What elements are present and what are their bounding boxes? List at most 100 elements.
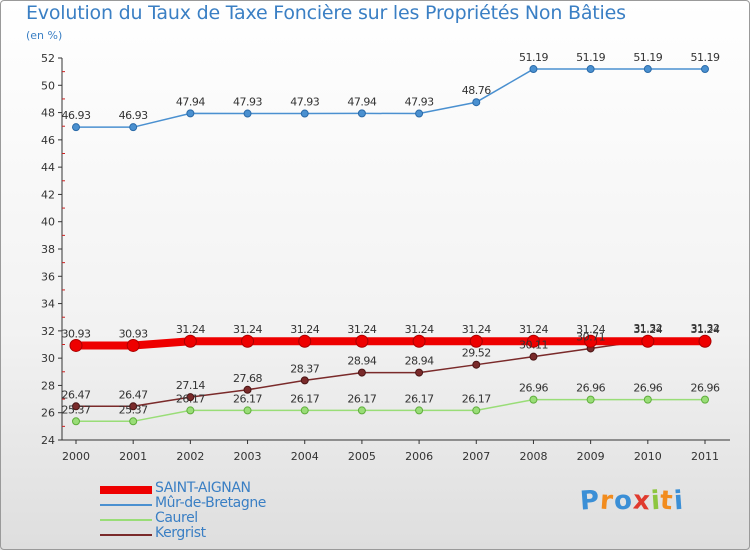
data-point xyxy=(357,109,366,118)
data-label: 31.24 xyxy=(462,323,491,336)
data-point xyxy=(472,360,481,369)
data-point xyxy=(72,402,80,411)
data-point xyxy=(415,406,424,415)
data-point xyxy=(529,395,538,404)
data-point xyxy=(526,334,540,348)
data-point xyxy=(586,395,595,404)
data-label: 30.93 xyxy=(119,327,148,340)
data-label: 51.19 xyxy=(633,51,662,64)
data-label: 28.94 xyxy=(405,355,434,368)
data-point xyxy=(300,109,309,118)
data-label: 26.96 xyxy=(576,382,605,395)
legend-label: SAINT-AIGNAN xyxy=(155,480,251,496)
x-tick-label: 2009 xyxy=(577,450,605,463)
data-label: 31.24 xyxy=(290,323,319,336)
y-tick-label: 30 xyxy=(41,352,55,365)
data-label: 31.24 xyxy=(233,323,262,336)
data-label: 46.93 xyxy=(119,109,148,122)
data-point xyxy=(72,417,80,426)
chart-title: Evolution du Taux de Taxe Foncière sur l… xyxy=(26,2,626,24)
data-label: 26.17 xyxy=(290,392,319,405)
legend-label: Mûr-de-Bretagne xyxy=(155,495,267,511)
data-point xyxy=(355,334,369,348)
x-tick-label: 2005 xyxy=(348,450,376,463)
x-tick-label: 2001 xyxy=(119,450,147,463)
data-label: 47.93 xyxy=(290,96,319,109)
data-label: 51.19 xyxy=(576,51,605,64)
data-point xyxy=(472,406,481,415)
data-point xyxy=(412,334,426,348)
x-tick-label: 2008 xyxy=(519,450,547,463)
data-label: 30.71 xyxy=(576,330,605,343)
data-label: 26.17 xyxy=(462,392,491,405)
data-point xyxy=(72,123,80,132)
data-label: 31.24 xyxy=(347,323,376,336)
y-tick-label: 46 xyxy=(41,134,55,147)
data-label: 28.94 xyxy=(347,355,376,368)
data-label: 26.17 xyxy=(176,392,205,405)
data-label: 27.68 xyxy=(233,372,262,385)
legend-swatch xyxy=(100,534,152,536)
y-tick-label: 38 xyxy=(41,243,55,256)
data-point xyxy=(529,352,538,361)
logo-letter: o xyxy=(612,485,634,517)
x-tick-label: 2010 xyxy=(634,450,662,463)
series-line-1 xyxy=(75,68,706,128)
logo-letter: P xyxy=(578,485,602,517)
x-tick-label: 2004 xyxy=(291,450,319,463)
data-point xyxy=(243,406,252,415)
data-label: 31.24 xyxy=(405,323,434,336)
legend-swatch xyxy=(100,519,152,521)
data-point xyxy=(300,406,309,415)
data-label: 30.11 xyxy=(519,339,548,352)
y-tick-label: 36 xyxy=(41,270,55,283)
legend-label: Kergrist xyxy=(155,525,206,541)
data-label: 31.32 xyxy=(691,322,720,335)
y-tick-label: 40 xyxy=(41,216,55,229)
data-point xyxy=(701,395,709,404)
data-point xyxy=(183,334,197,348)
data-point xyxy=(415,368,424,377)
data-label: 26.47 xyxy=(119,388,148,401)
x-tick-label: 2003 xyxy=(234,450,262,463)
data-point xyxy=(641,334,655,348)
data-label: 47.94 xyxy=(176,95,205,108)
data-point xyxy=(186,393,195,402)
data-point xyxy=(357,368,366,377)
x-tick-label: 2000 xyxy=(62,450,90,463)
data-point xyxy=(469,334,483,348)
data-point xyxy=(701,65,709,74)
x-tick-label: 2011 xyxy=(691,450,719,463)
data-label: 51.19 xyxy=(519,51,548,64)
logo-letter: x xyxy=(631,485,652,517)
data-point xyxy=(584,334,598,348)
data-point xyxy=(243,109,252,118)
legend-label: Caurel xyxy=(155,510,198,526)
proxiti-logo: Proxiti xyxy=(578,485,685,517)
data-point xyxy=(698,334,712,348)
data-label: 28.37 xyxy=(290,362,319,375)
y-tick-label: 52 xyxy=(41,52,55,65)
data-point xyxy=(472,98,481,107)
data-point xyxy=(129,417,138,426)
data-label: 47.93 xyxy=(233,96,262,109)
data-point xyxy=(129,123,138,132)
data-point xyxy=(186,406,195,415)
y-tick-label: 44 xyxy=(41,161,55,174)
y-tick-label: 34 xyxy=(41,298,55,311)
data-label: 31.32 xyxy=(633,322,662,335)
data-point xyxy=(415,109,424,118)
data-point xyxy=(241,334,255,348)
legend-swatch xyxy=(100,486,152,494)
x-tick-label: 2002 xyxy=(176,450,204,463)
series-line-0 xyxy=(72,337,709,350)
data-label: 30.93 xyxy=(62,327,91,340)
data-label: 27.14 xyxy=(176,379,205,392)
legend-swatch xyxy=(100,504,152,506)
y-tick-label: 42 xyxy=(41,188,55,201)
data-label: 29.52 xyxy=(462,347,491,360)
data-label: 47.93 xyxy=(405,96,434,109)
data-label: 26.96 xyxy=(633,382,662,395)
data-label: 31.24 xyxy=(691,323,720,336)
